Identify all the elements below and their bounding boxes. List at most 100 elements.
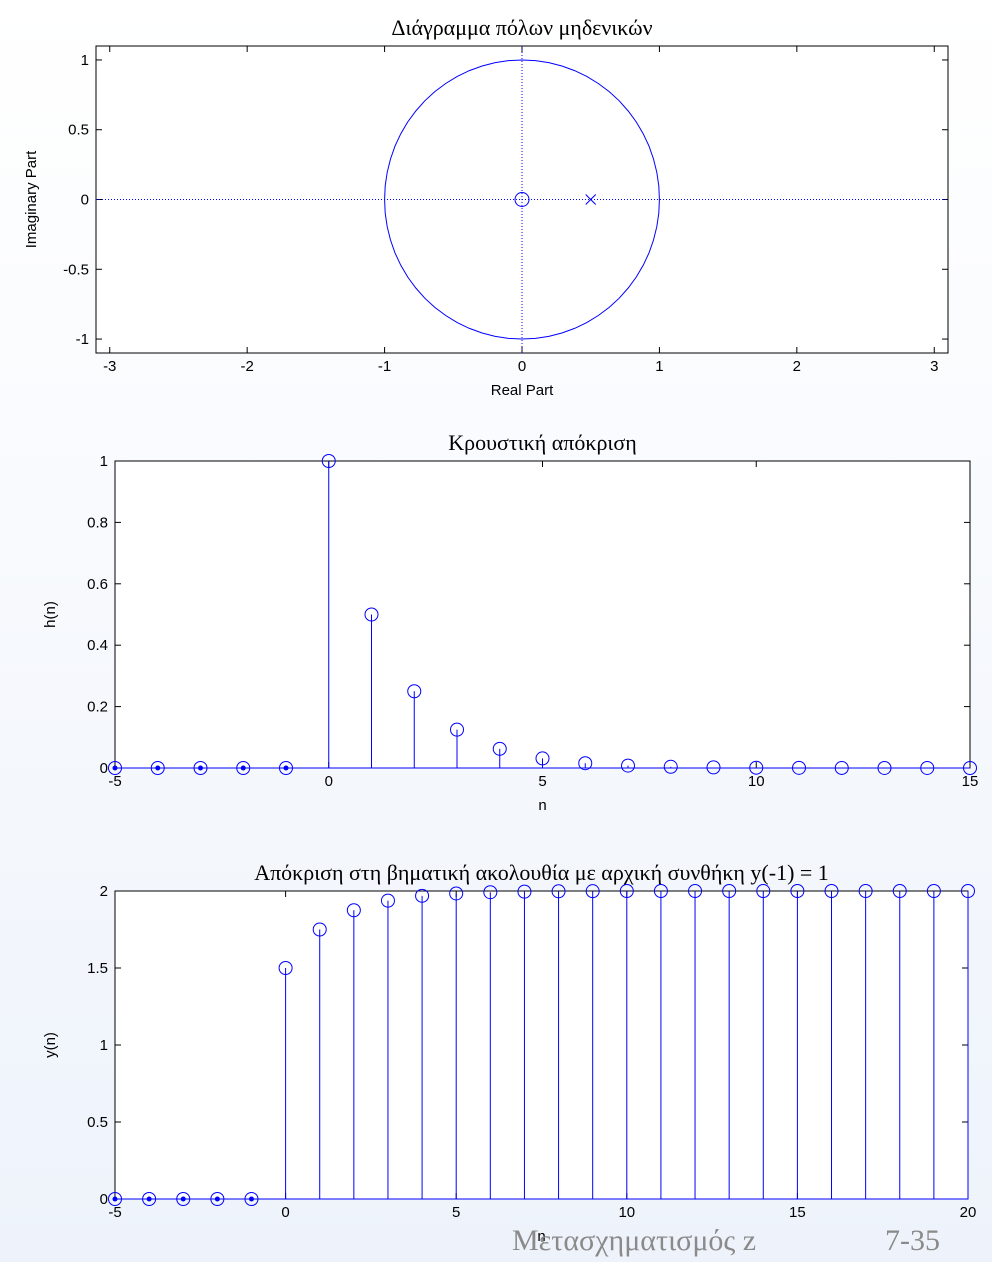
y-tick-label: 0.5 <box>68 122 89 139</box>
y-tick-label: 1 <box>100 1037 108 1054</box>
x-tick-label: 0 <box>325 773 333 790</box>
stem-marker <box>824 884 839 898</box>
stem-marker <box>688 884 703 898</box>
chart-title: Διάγραμμα πόλων μηδενικών <box>391 15 652 40</box>
stem-dot <box>248 1196 254 1202</box>
stem-marker <box>346 903 361 918</box>
plot-area <box>114 460 971 769</box>
x-tick-label: 15 <box>789 1204 806 1221</box>
x-tick-label: -1 <box>378 358 391 375</box>
stem-marker <box>858 884 873 898</box>
x-tick-label: 10 <box>618 1204 635 1221</box>
stem-marker <box>407 684 422 699</box>
stem-marker <box>926 884 941 898</box>
x-tick-label: 5 <box>452 1204 460 1221</box>
stem-marker <box>706 760 721 775</box>
stem-marker <box>535 751 550 766</box>
stem-marker <box>142 1192 157 1206</box>
x-tick-label: 20 <box>960 1204 977 1221</box>
x-tick-label: 5 <box>538 773 546 790</box>
x-tick-label: 3 <box>930 358 938 375</box>
y-tick-label: 0.8 <box>87 514 108 531</box>
y-tick-label: -1 <box>76 331 89 348</box>
stem-marker <box>834 760 849 775</box>
y-axis-label: h(n) <box>42 601 59 628</box>
y-tick-label: 1 <box>81 52 89 69</box>
stem-marker <box>364 607 379 622</box>
y-tick-label: 0 <box>100 760 108 777</box>
stem-marker <box>756 884 771 898</box>
chart-title: Κρουστική απόκριση <box>448 430 636 455</box>
stem-marker <box>551 884 566 899</box>
stem-marker <box>492 741 507 756</box>
footer-title: Μετασχηματισμός z <box>512 1224 757 1257</box>
stem-marker <box>722 884 737 898</box>
stem-dot <box>240 765 246 771</box>
stem-marker <box>585 884 600 899</box>
x-tick-label: -5 <box>108 773 121 790</box>
y-axis-label: Imaginary Part <box>23 150 40 248</box>
stem-marker <box>792 760 806 775</box>
stem-marker <box>450 722 464 737</box>
stem-marker <box>621 758 635 773</box>
x-tick-label: 2 <box>793 358 801 375</box>
stem-marker <box>108 1192 122 1206</box>
stem-marker <box>961 884 975 898</box>
stem-marker <box>578 756 593 771</box>
x-tick-label: -2 <box>240 358 253 375</box>
stem-dot <box>112 1196 118 1202</box>
stem-marker <box>279 761 293 775</box>
chart-title: Απόκριση στη βηματική ακολουθία με αρχικ… <box>254 860 829 885</box>
y-tick-label: 0.4 <box>87 637 108 654</box>
stem-marker <box>380 893 395 908</box>
y-axis-label: y(n) <box>42 1032 59 1058</box>
stem-dot <box>146 1196 152 1202</box>
stem-marker <box>321 454 336 468</box>
stem-marker <box>150 761 165 775</box>
stem-marker <box>193 761 208 775</box>
chart-1: -3 -2 -1 0 1 2 3 -1 -0.5 0 0.5 1 Διάγραμμα πόλων μηδ… <box>23 15 949 399</box>
y-tick-label: 0 <box>100 1191 108 1208</box>
stem-marker <box>449 886 464 901</box>
unit-circle <box>384 59 660 340</box>
stem-marker <box>920 760 935 775</box>
y-tick-label: 1.5 <box>87 960 108 977</box>
x-tick-label: 10 <box>748 773 765 790</box>
zero-marker <box>514 192 530 207</box>
stem-marker <box>244 1192 259 1206</box>
y-tick-label: 0 <box>81 192 89 209</box>
stem-dot <box>198 765 203 771</box>
stem-marker <box>236 761 251 775</box>
stem-marker <box>749 760 764 775</box>
stem-dot <box>283 765 289 771</box>
stem-marker <box>210 1192 225 1206</box>
stem-marker <box>892 884 907 898</box>
stem-marker <box>517 884 532 899</box>
stem-marker <box>415 888 430 903</box>
x-tick-label: 15 <box>962 773 979 790</box>
y-tick-label: 0.6 <box>87 576 108 593</box>
stem-marker <box>176 1192 191 1206</box>
y-tick-label: 1 <box>100 453 108 470</box>
x-axis-label: n <box>537 1228 545 1245</box>
x-tick-label: 0 <box>518 358 526 375</box>
y-tick-label: 0.5 <box>87 1114 108 1131</box>
x-axis-label: Real Part <box>491 382 554 399</box>
x-tick-label: -3 <box>103 358 116 375</box>
stem-dot <box>214 1196 220 1202</box>
y-tick-label: -0.5 <box>63 261 89 278</box>
stem-dot <box>180 1196 186 1202</box>
stem-marker <box>653 884 668 898</box>
y-tick-label: 0.2 <box>87 699 108 716</box>
pole-marker <box>585 194 597 205</box>
x-tick-label: 0 <box>281 1204 289 1221</box>
stem-marker <box>963 761 977 775</box>
stem-marker <box>278 961 293 975</box>
stem-dot <box>112 765 118 771</box>
x-tick-label: -5 <box>108 1204 121 1221</box>
stem-marker <box>619 884 634 898</box>
stem-marker <box>312 922 327 937</box>
